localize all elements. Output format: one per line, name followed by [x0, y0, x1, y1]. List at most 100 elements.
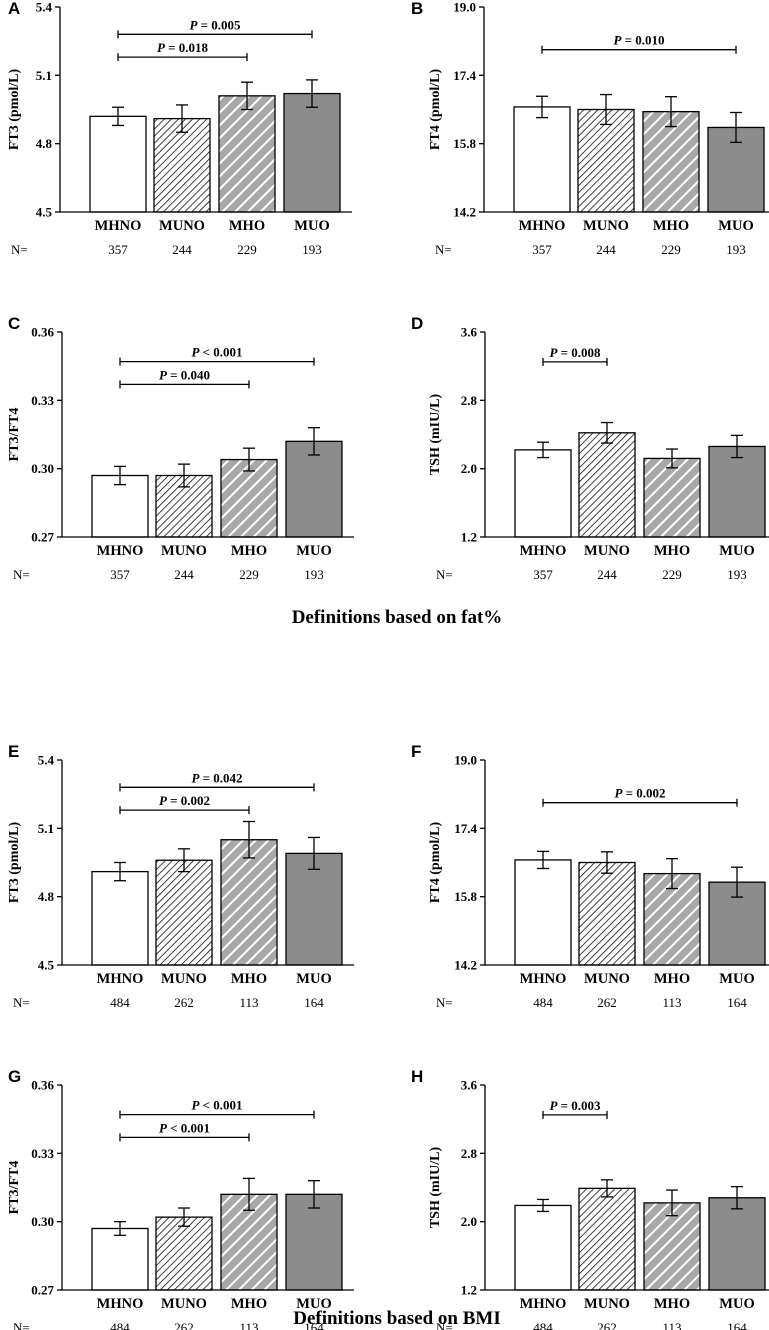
bar-mhno: [513, 106, 571, 213]
bar-muno: [577, 108, 635, 213]
bar-mhno: [514, 449, 572, 538]
n-label: N=: [13, 1320, 30, 1330]
y-tick-label: 0.36: [31, 1078, 54, 1093]
y-tick-label: 15.8: [454, 889, 477, 904]
x-tick-label: MUO: [719, 971, 754, 987]
p-value-label: P < 0.001: [191, 345, 242, 360]
bar-muo: [285, 440, 343, 538]
x-tick-label: MUO: [296, 1296, 331, 1312]
panel-letter: C: [8, 314, 20, 333]
y-axis-label: TSH (mIU/L): [428, 1147, 443, 1229]
x-tick-label: MHNO: [97, 971, 144, 987]
n-value: 229: [661, 242, 681, 257]
x-tick-label: MUNO: [584, 971, 630, 987]
y-tick-label: 3.6: [461, 1078, 478, 1093]
y-tick-label: 19.0: [453, 0, 476, 15]
n-value: 484: [110, 1320, 130, 1330]
x-tick-label: MUO: [718, 218, 753, 234]
n-value: 262: [597, 995, 617, 1010]
y-tick-label: 0.36: [31, 325, 54, 340]
section-title-bmi: Definitions based on BMI: [293, 1308, 500, 1329]
panel-letter: G: [8, 1067, 21, 1086]
panel-letter: A: [8, 0, 20, 18]
panel-letter: H: [411, 1067, 423, 1086]
n-value: 357: [533, 567, 553, 582]
x-tick-label: MUNO: [161, 543, 207, 559]
bar-muo: [283, 92, 341, 213]
bar-mho: [218, 95, 276, 213]
bar-muo: [285, 852, 343, 966]
y-tick-label: 2.0: [461, 461, 477, 476]
y-axis-label: FT4 (pmol/L): [428, 69, 443, 151]
n-value: 113: [662, 1320, 681, 1330]
y-axis-label: TSH (mIU/L): [428, 394, 443, 476]
y-tick-label: 0.33: [31, 1146, 54, 1161]
n-value: 164: [304, 1320, 324, 1330]
n-value: 193: [727, 567, 747, 582]
chart-panel-c: C 0.27 0.30 0.33 0.36 FT3/FT4 MHNO 357 MUNO 244 MH…: [7, 314, 354, 582]
n-label: N=: [436, 567, 453, 582]
n-value: 357: [532, 242, 552, 257]
n-value: 357: [108, 242, 128, 257]
y-tick-label: 14.2: [454, 958, 477, 973]
x-tick-label: MUNO: [584, 1296, 630, 1312]
bar-mhno: [91, 870, 149, 966]
panel-letter: D: [411, 314, 423, 333]
x-tick-label: MHNO: [95, 218, 142, 234]
y-tick-label: 5.1: [38, 821, 54, 836]
p-value-label: P < 0.001: [159, 1120, 210, 1135]
y-tick-label: 2.8: [461, 393, 478, 408]
p-value-label: P = 0.002: [159, 793, 210, 808]
y-tick-label: 1.2: [461, 530, 477, 545]
n-value: 244: [596, 242, 616, 257]
n-value: 244: [597, 567, 617, 582]
y-axis-label: FT3/FT4: [7, 408, 22, 462]
panel-letter: B: [411, 0, 423, 18]
y-tick-label: 4.8: [36, 136, 53, 151]
p-value-label: P = 0.002: [614, 786, 665, 801]
n-value: 113: [662, 995, 681, 1010]
n-value: 193: [726, 242, 746, 257]
chart-panel-a: A 4.5 4.8 5.1 5.4 FT3 (pmol/L) MHNO 357 MUNO 244 M…: [7, 0, 352, 257]
n-value: 113: [239, 1320, 258, 1330]
n-value: 484: [533, 995, 553, 1010]
y-tick-label: 0.27: [31, 530, 54, 545]
bar-muno: [578, 432, 636, 538]
x-tick-label: MHO: [654, 971, 690, 987]
y-tick-label: 15.8: [453, 136, 476, 151]
x-tick-label: MUNO: [584, 543, 630, 559]
n-value: 262: [597, 1320, 617, 1330]
panel-letter: F: [411, 742, 421, 761]
x-tick-label: MUNO: [161, 971, 207, 987]
n-value: 113: [239, 995, 258, 1010]
n-label: N=: [436, 1320, 453, 1330]
n-value: 193: [304, 567, 324, 582]
y-axis-label: FT3 (pmol/L): [7, 69, 22, 151]
x-tick-label: MHO: [231, 543, 267, 559]
n-value: 262: [174, 995, 194, 1010]
chart-panel-h: H 1.2 2.0 2.8 3.6 TSH (mIU/L) MHNO 484 MUNO 262 MH…: [411, 1067, 769, 1330]
bar-muno: [155, 1216, 213, 1291]
x-tick-label: MUNO: [583, 218, 629, 234]
x-tick-label: MHO: [231, 971, 267, 987]
section-title-fat: Definitions based on fat%: [292, 607, 503, 628]
x-tick-label: MUNO: [161, 1296, 207, 1312]
bar-mhno: [91, 1227, 149, 1291]
bar-mhno: [514, 859, 572, 966]
n-value: 164: [304, 995, 324, 1010]
x-tick-label: MUNO: [159, 218, 205, 234]
n-label: N=: [13, 567, 30, 582]
p-value-label: P = 0.010: [613, 33, 664, 48]
y-axis-label: FT4 (pmol/L): [428, 822, 443, 904]
n-label: N=: [436, 995, 453, 1010]
x-tick-label: MHNO: [520, 1296, 567, 1312]
n-value: 262: [174, 1320, 194, 1330]
x-tick-label: MHNO: [97, 1296, 144, 1312]
bar-mhno: [89, 115, 147, 213]
y-tick-label: 0.30: [31, 1214, 54, 1229]
n-value: 229: [239, 567, 259, 582]
x-tick-label: MUO: [294, 218, 329, 234]
y-tick-label: 5.4: [38, 753, 55, 768]
p-value-label: P < 0.001: [191, 1098, 242, 1113]
